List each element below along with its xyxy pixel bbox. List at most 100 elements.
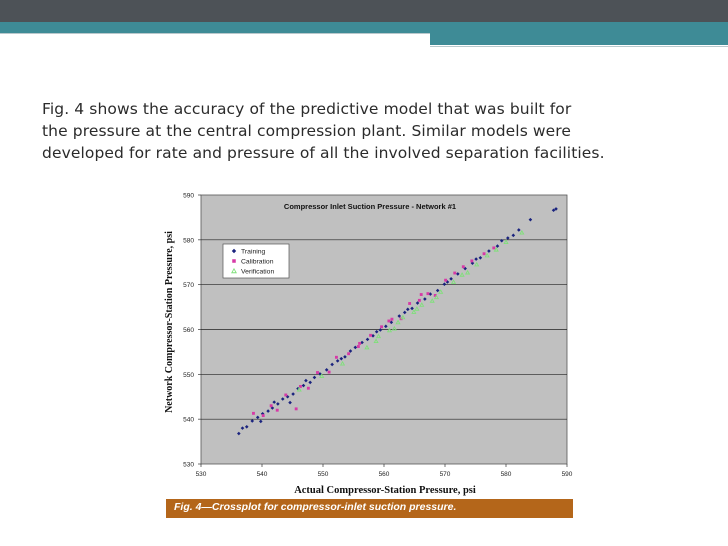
data-point bbox=[415, 301, 420, 305]
y-tick-label: 530 bbox=[183, 462, 194, 469]
data-point bbox=[429, 298, 435, 303]
data-point bbox=[294, 407, 298, 411]
x-tick-label: 540 bbox=[257, 471, 268, 478]
data-point bbox=[395, 319, 401, 325]
slide-accent-band bbox=[0, 22, 728, 33]
x-tick-labels: 530 540 550 560 570 580 590 bbox=[196, 471, 573, 478]
data-point bbox=[308, 380, 312, 385]
legend: Training Calibration Verification bbox=[222, 243, 290, 279]
data-point bbox=[258, 419, 263, 424]
y-tick-label: 590 bbox=[183, 193, 194, 200]
data-point bbox=[318, 372, 322, 376]
data-point bbox=[386, 327, 393, 333]
data-point bbox=[319, 373, 325, 379]
data-point bbox=[316, 371, 319, 374]
data-point bbox=[417, 298, 421, 302]
data-point bbox=[250, 419, 255, 423]
data-point bbox=[551, 208, 556, 213]
data-point bbox=[339, 356, 344, 361]
data-point bbox=[330, 362, 334, 367]
data-point bbox=[301, 383, 306, 388]
data-point bbox=[487, 249, 491, 253]
scatter-points bbox=[237, 207, 558, 436]
legend-label-calibration: Calibration bbox=[241, 259, 274, 266]
series-calibration bbox=[252, 246, 496, 418]
data-point bbox=[272, 400, 276, 404]
data-point bbox=[296, 386, 300, 391]
data-point bbox=[296, 386, 302, 392]
data-point bbox=[478, 255, 483, 260]
data-point bbox=[419, 293, 423, 296]
data-point bbox=[517, 228, 521, 232]
data-point bbox=[240, 426, 245, 430]
data-point bbox=[304, 378, 308, 383]
data-point bbox=[438, 289, 444, 294]
data-point bbox=[237, 431, 241, 436]
data-point bbox=[380, 325, 383, 329]
data-point bbox=[465, 269, 471, 275]
data-point bbox=[374, 329, 379, 334]
data-point bbox=[390, 317, 394, 321]
data-point bbox=[408, 302, 412, 305]
paragraph-line: Fig. 4 shows the accuracy of the predict… bbox=[42, 100, 572, 118]
data-point bbox=[444, 278, 448, 282]
data-point bbox=[364, 344, 370, 350]
data-point bbox=[461, 265, 465, 269]
paragraph-line: developed for rate and pressure of all t… bbox=[42, 144, 605, 162]
data-point bbox=[423, 297, 427, 301]
data-point bbox=[312, 375, 317, 380]
data-point bbox=[360, 340, 364, 345]
x-tick-label: 550 bbox=[318, 471, 329, 478]
data-point bbox=[288, 400, 292, 405]
y-tick-label: 570 bbox=[183, 282, 194, 289]
figure-caption: Fig. 4—Crossplot for compressor-inlet su… bbox=[174, 501, 457, 513]
data-point bbox=[339, 360, 346, 366]
data-point bbox=[484, 252, 490, 258]
data-point bbox=[499, 238, 504, 243]
data-point bbox=[358, 341, 362, 345]
data-point bbox=[255, 415, 260, 420]
data-point bbox=[369, 333, 373, 337]
data-point bbox=[291, 392, 295, 396]
data-point bbox=[335, 359, 340, 363]
data-point bbox=[373, 338, 379, 344]
slide-paragraph: Fig. 4 shows the accuracy of the predict… bbox=[42, 98, 702, 164]
data-point bbox=[411, 309, 417, 314]
data-point bbox=[492, 246, 496, 250]
data-point bbox=[456, 272, 460, 276]
x-tick-label: 560 bbox=[379, 471, 390, 478]
data-point bbox=[275, 408, 279, 412]
data-point bbox=[284, 393, 288, 397]
data-point bbox=[387, 319, 391, 323]
data-point bbox=[343, 355, 347, 359]
y-axis-label: Network Compressor-Station Pressure, psi bbox=[164, 231, 175, 413]
paragraph-line: the pressure at the central compression … bbox=[42, 122, 572, 140]
data-point bbox=[495, 244, 500, 248]
data-point bbox=[414, 306, 420, 311]
data-point bbox=[244, 424, 249, 429]
data-point bbox=[450, 279, 457, 284]
data-point bbox=[435, 288, 440, 293]
slide-rule-right bbox=[430, 46, 728, 47]
data-point bbox=[453, 271, 457, 275]
data-point bbox=[426, 292, 430, 296]
data-point bbox=[449, 277, 453, 281]
data-point bbox=[463, 266, 467, 271]
data-point bbox=[269, 404, 273, 408]
data-point bbox=[324, 368, 329, 372]
data-point bbox=[554, 207, 558, 211]
data-point bbox=[433, 294, 440, 300]
data-point bbox=[506, 236, 510, 240]
data-point bbox=[261, 414, 265, 418]
legend-marker-verification bbox=[231, 267, 237, 274]
data-point bbox=[405, 307, 410, 312]
data-point bbox=[442, 282, 447, 287]
legend-label-verification: Verification bbox=[241, 269, 274, 276]
data-point bbox=[260, 411, 265, 416]
legend-label-training: Training bbox=[241, 249, 266, 256]
data-point bbox=[347, 352, 351, 356]
data-point bbox=[470, 261, 475, 265]
data-point bbox=[474, 257, 478, 261]
figure-caption-bar: Fig. 4—Crossplot for compressor-inlet su… bbox=[166, 499, 573, 518]
